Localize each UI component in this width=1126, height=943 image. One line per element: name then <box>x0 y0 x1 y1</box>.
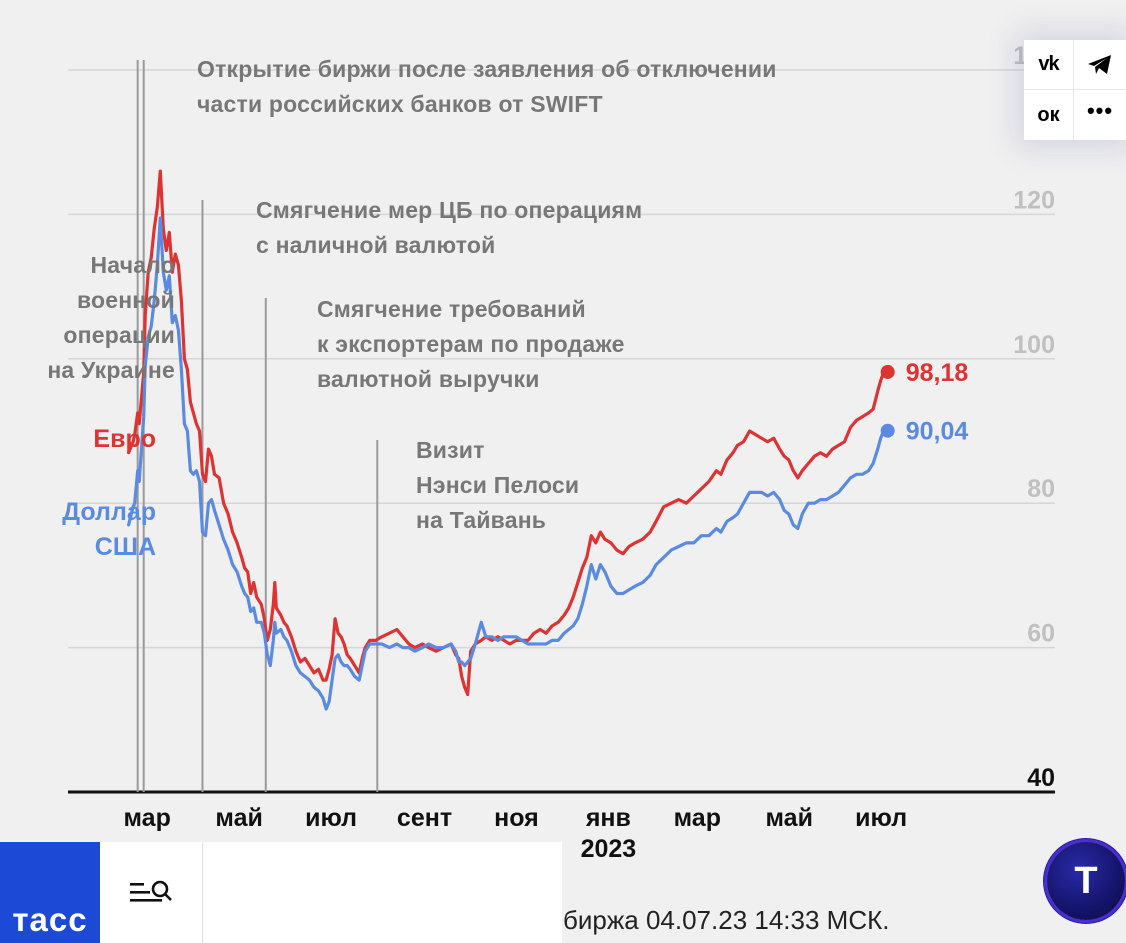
y-tick-label: 80 <box>1027 475 1055 503</box>
event-annotation-text: на Украине <box>47 357 175 383</box>
t-icon: T <box>1074 859 1098 902</box>
usd-end-dot <box>880 423 895 438</box>
odnoklassniki-icon: ок <box>1037 103 1060 126</box>
x-tick-label: ноя <box>494 804 539 832</box>
menu-search-button[interactable] <box>100 842 203 943</box>
event-annotation-text: с наличной валютой <box>256 232 496 258</box>
euro-last-value: 98,18 <box>906 359 969 387</box>
y-tick-label: 100 <box>1013 331 1055 359</box>
vk-icon: vk <box>1038 53 1059 75</box>
tass-logo[interactable]: тасс <box>0 842 100 943</box>
euro-line <box>127 169 886 697</box>
event-annotation-text: части российских банков от SWIFT <box>197 91 603 117</box>
vk-share-button[interactable]: vk <box>1024 40 1074 90</box>
y-tick-label: 60 <box>1027 620 1055 648</box>
event-annotation-text: Начало <box>90 252 175 278</box>
x-tick-label: май <box>215 804 262 832</box>
x-axis-ticks: мар май июл сент ноя янв 2023 мар май июл <box>124 804 908 863</box>
grid-lines <box>68 69 1055 794</box>
event-annotation-text: на Тайвань <box>416 507 546 533</box>
event-annotation-text: Смягчение мер ЦБ по операциям <box>256 197 642 223</box>
more-share-button[interactable]: ••• <box>1074 90 1126 140</box>
event-annotation-text: валютной выручки <box>317 366 540 392</box>
legend: Евро Доллар США <box>62 425 156 561</box>
x-tick-label: мар <box>124 804 171 832</box>
source-caption: биржа 04.07.23 14:33 МСК. <box>563 905 890 935</box>
x-tick-label: май <box>766 804 813 832</box>
tass-logo-text: тасс <box>12 901 88 938</box>
telegram-share-button[interactable] <box>1074 40 1126 90</box>
tass-t-button[interactable]: T <box>1047 842 1125 920</box>
y-tick-label: 40 <box>1027 764 1055 792</box>
share-panel: vk ок ••• <box>1024 40 1126 140</box>
event-annotation-text: операции <box>63 322 175 348</box>
event-annotation-text: Смягчение требований <box>317 296 586 322</box>
event-annotation-text: военной <box>77 287 175 313</box>
usd-line <box>127 216 886 711</box>
euro-end-dot <box>880 364 895 379</box>
event-annotation-text: Визит <box>416 437 485 463</box>
event-lines <box>136 60 379 792</box>
x-tick-label: янв <box>585 804 631 832</box>
x-year-label: 2023 <box>581 835 637 863</box>
telegram-icon <box>1088 54 1111 74</box>
x-tick-label: июл <box>305 804 357 832</box>
legend-usd: Доллар <box>62 498 156 526</box>
x-tick-label: сент <box>397 804 452 832</box>
legend-usd: США <box>95 533 156 561</box>
series-lines <box>127 169 886 711</box>
y-tick-label: 120 <box>1013 186 1055 214</box>
usd-last-value: 90,04 <box>906 418 969 446</box>
event-annotation-text: Открытие биржи после заявления об отключ… <box>197 56 777 82</box>
event-annotation-text: к экспортерам по продаже <box>317 331 625 357</box>
bottom-menu-panel <box>100 842 562 943</box>
more-icon: ••• <box>1086 98 1114 123</box>
ok-share-button[interactable]: ок <box>1024 90 1074 140</box>
event-annotation-text: Нэнси Пелоси <box>416 472 579 498</box>
x-tick-label: июл <box>855 804 907 832</box>
event-annotations: Начало военной операции на Украине Открытие … <box>47 56 776 533</box>
end-markers: 98,18 90,04 <box>880 359 969 446</box>
x-tick-label: мар <box>674 804 721 832</box>
y-axis-ticks: 140120100806040 <box>1013 42 1055 792</box>
menu-search-icon <box>130 880 172 902</box>
legend-euro: Евро <box>93 425 156 453</box>
